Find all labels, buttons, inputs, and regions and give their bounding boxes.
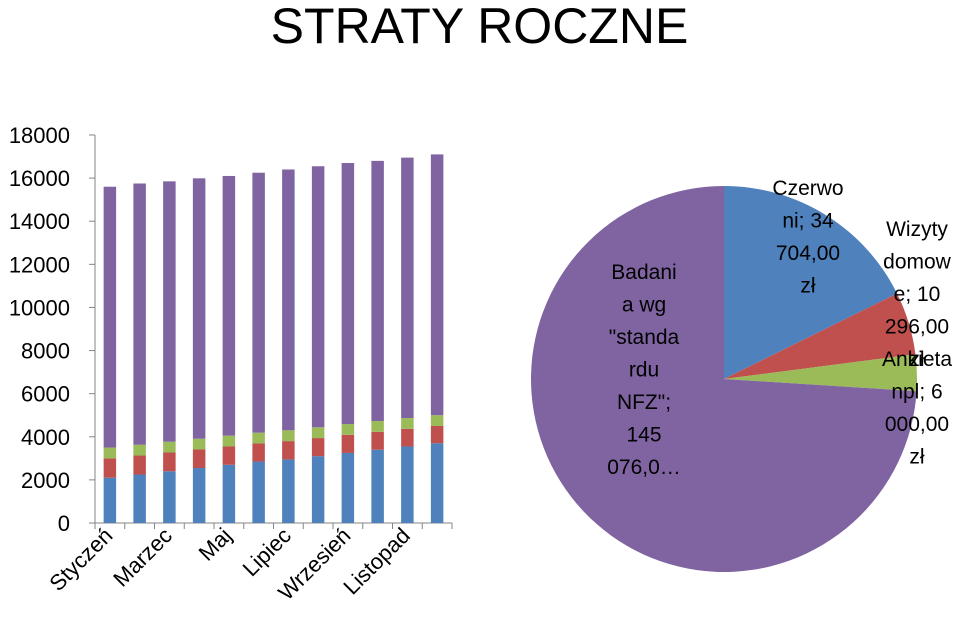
bar-segment [371,160,384,422]
bar-segment [192,438,206,450]
bar-segment [222,435,236,447]
bar-segment [282,459,295,523]
bar-segment [401,157,414,419]
bar-segment [133,183,146,445]
bar-segment [430,154,444,416]
bar-segment [222,175,236,436]
bar-segment [282,430,295,442]
bar-segment [282,169,295,431]
y-tick-label: 8000 [21,339,70,364]
bar-segment [371,449,384,523]
bar-segment [311,456,325,523]
pie-slice [724,354,917,392]
bar-segment [192,449,206,469]
bar-segment [401,446,414,523]
y-tick-label: 0 [58,511,70,536]
bar-segment [103,447,117,459]
y-tick-label: 12000 [9,252,70,277]
pie-slice [724,186,898,379]
bar-segment [133,474,146,523]
bar-segment [282,441,295,460]
y-tick-label: 18000 [9,123,70,148]
pie-label: Ankieta npl; 6 000,00 zł [882,348,952,469]
y-tick-label: 4000 [21,425,70,450]
bar-segment [133,455,146,475]
bar-segment [311,438,325,457]
bar-segment [163,471,176,523]
pie-label: Badani a wg "standa rdu NFZ"; 145 076,0… [607,261,681,479]
x-tick-label: Listopad [338,523,415,600]
bar-segment [430,415,444,426]
bar-segment [311,166,325,428]
bar-segment [252,443,265,462]
y-tick-label: 6000 [21,382,70,407]
bar-segment [371,421,384,432]
bar-segment [430,426,444,444]
pie-chart: Czerwo ni; 34 704,00 zł Wizyty domow e; 10 296,… [530,177,952,572]
x-tick-label: Styczeń [44,523,117,596]
bar-segment [133,444,146,456]
bar-segment [401,428,414,447]
pie-label: Czerwo ni; 34 704,00 zł [772,177,843,298]
bar-segment [371,431,384,450]
bar-segment [252,432,265,444]
bar-segment [341,424,355,435]
bar-segment [252,172,265,433]
bar-segment [192,178,206,439]
bar-segment [222,464,236,523]
bar-segment [163,452,176,472]
pie-label: Wizyty domow e; 10 296,00 zł [883,218,952,371]
bar-segment [103,477,117,523]
bar-chart: 0 2000 4000 6000 8000 10000 12000 14000 16000 180… [9,123,453,605]
bar-segment [163,441,176,453]
bar-segment [341,452,355,523]
bar-segment [252,461,265,523]
x-tick-label: Marzec [108,523,177,592]
y-tick-label: 10000 [9,295,70,320]
bar-segment [103,186,117,448]
bar-segment [103,458,117,478]
pie-slice [530,186,917,572]
bar-segment [430,443,444,523]
bar-segment [222,446,236,465]
bar-segment [192,468,206,523]
y-tick-label: 14000 [9,209,70,234]
y-tick-label: 16000 [9,166,70,191]
y-tick-label: 2000 [21,468,70,493]
page-title: STRATY ROCZNE [270,0,689,54]
bar-segment [163,181,176,442]
bar-segment [341,434,355,453]
bar-segment [401,418,414,429]
pie-slice [724,293,916,379]
bar-segment [311,427,325,439]
bar-segment [341,163,355,425]
x-tick-label: Maj [194,523,237,566]
